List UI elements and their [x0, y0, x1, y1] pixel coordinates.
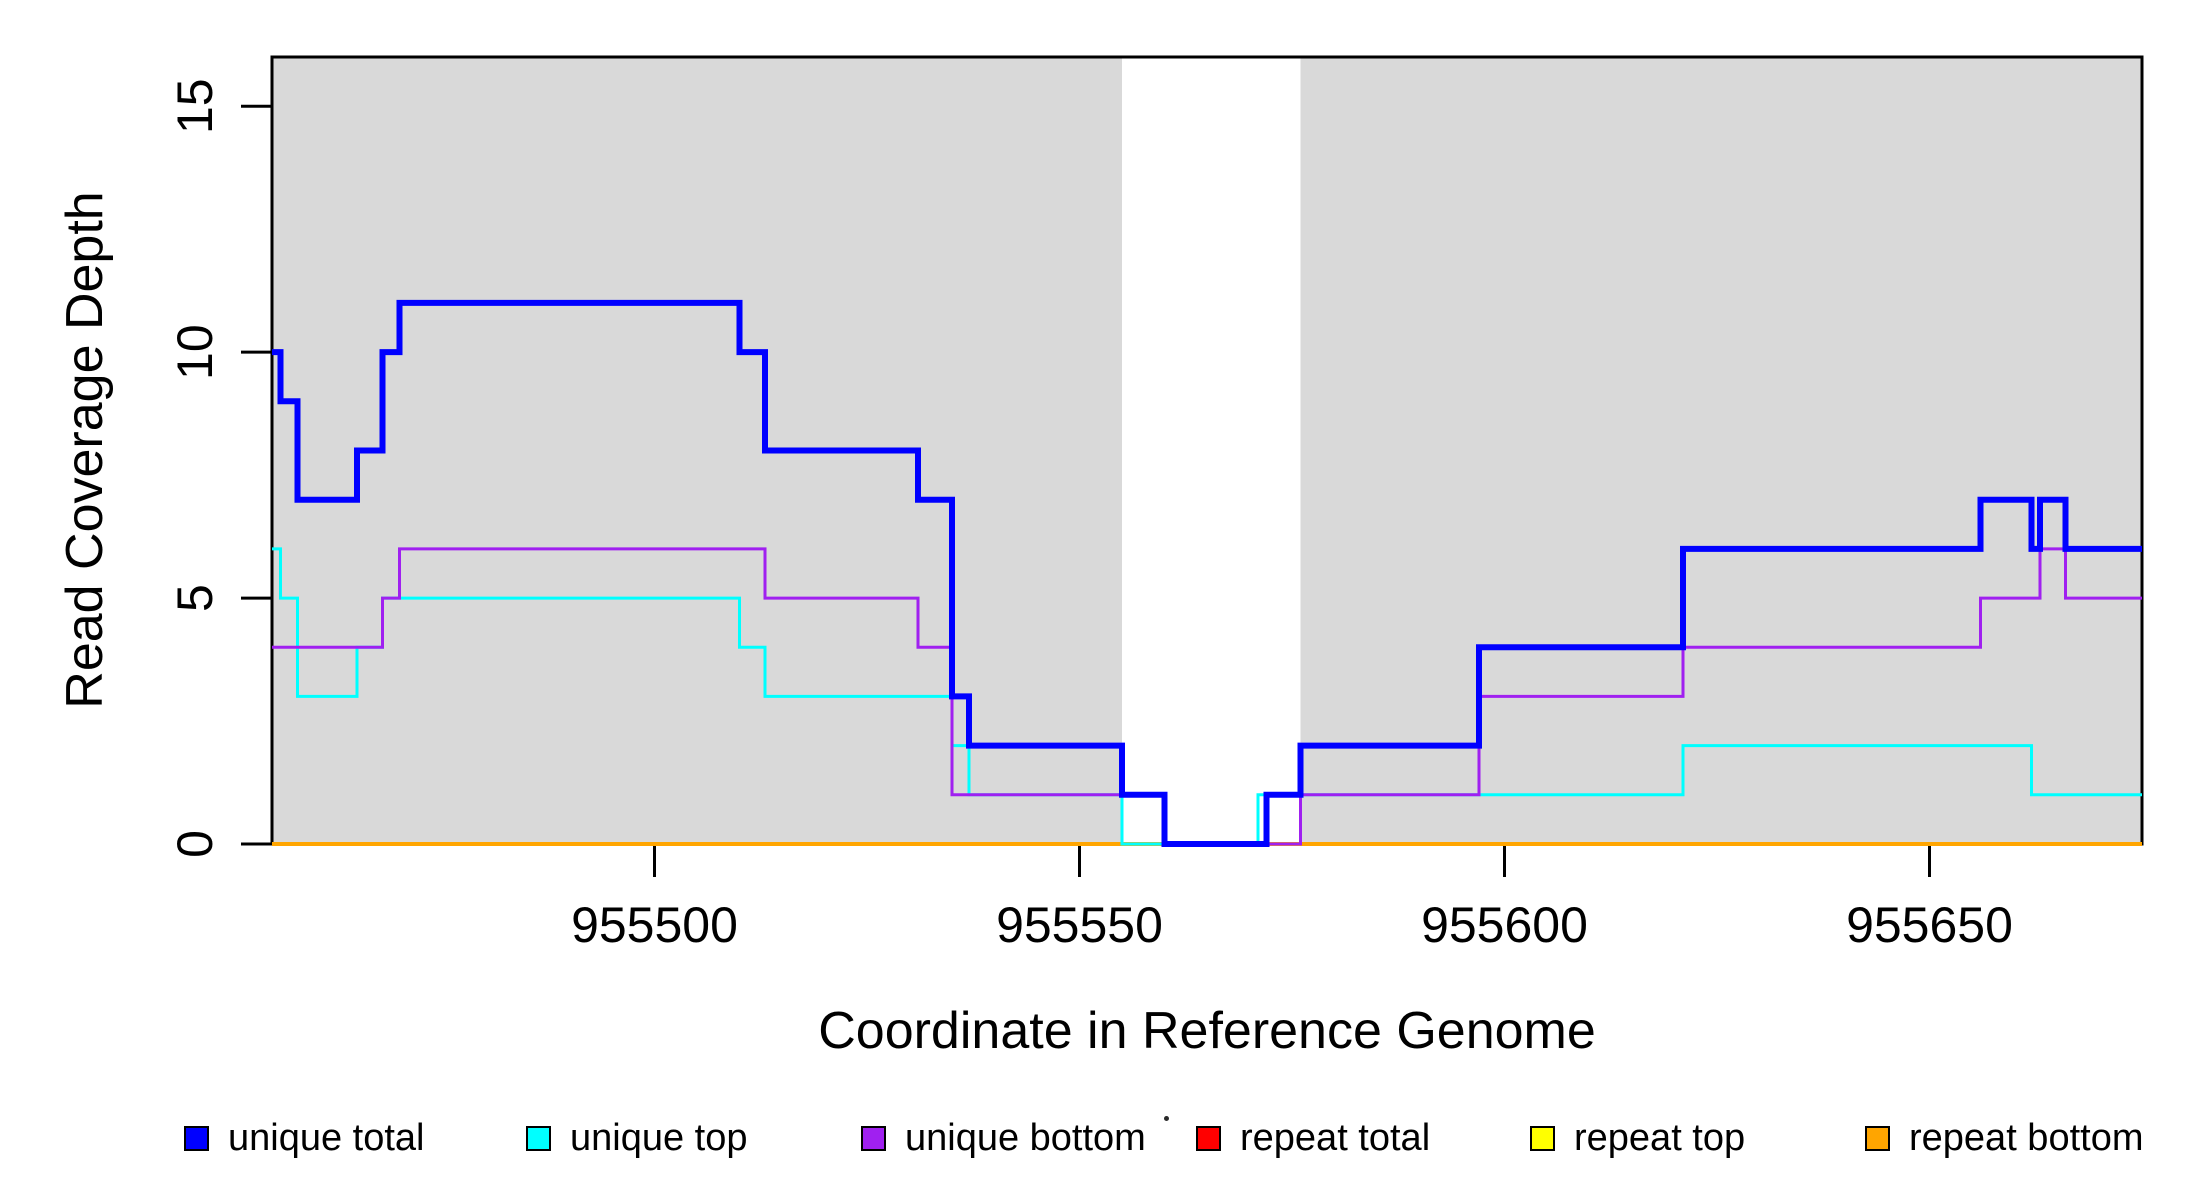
legend-label: repeat total — [1240, 1117, 1431, 1159]
x-tick-label: 955650 — [1846, 897, 2013, 953]
y-axis-title: Read Coverage Depth — [56, 191, 114, 708]
shaded-region — [272, 57, 1122, 844]
legend-label: repeat bottom — [1909, 1117, 2144, 1159]
legend-label: unique top — [570, 1117, 748, 1159]
legend-item-unique-bottom: unique bottom — [861, 1119, 1146, 1157]
y-axis-ticks: 0 5 10 15 — [167, 78, 271, 858]
x-axis-title: Coordinate in Reference Genome — [818, 1002, 1596, 1060]
x-axis-ticks: 955500 955550 955600 955650 — [571, 845, 2013, 953]
legend-swatch-unique-top — [526, 1125, 551, 1151]
legend-label: unique total — [228, 1117, 425, 1159]
y-tick-label: 5 — [167, 584, 223, 612]
legend-swatch-unique-total — [184, 1125, 209, 1151]
series-line-unique-total — [272, 299, 2142, 847]
legend-item-repeat-bottom: repeat bottom — [1865, 1119, 2143, 1157]
legend-item-unique-top: unique top — [526, 1119, 748, 1157]
legend-item-repeat-top: repeat top — [1530, 1119, 1745, 1157]
x-tick-label: 955500 — [571, 897, 738, 953]
legend-item-repeat-total: repeat total — [1196, 1119, 1430, 1157]
stray-dot-artifact — [1164, 1116, 1169, 1121]
shaded-region — [1300, 57, 2142, 844]
y-tick-label: 0 — [167, 830, 223, 858]
y-tick-label: 10 — [167, 324, 223, 380]
x-tick-label: 955550 — [996, 897, 1163, 953]
series-line-unique-top — [272, 547, 2142, 846]
legend-label: unique bottom — [905, 1117, 1146, 1159]
x-tick-label: 955600 — [1421, 897, 1588, 953]
legend-item-unique-total: unique total — [184, 1119, 425, 1157]
legend-swatch-unique-bottom — [861, 1125, 886, 1151]
legend-swatch-repeat-bottom — [1865, 1125, 1890, 1151]
legend-swatch-repeat-total — [1196, 1125, 1221, 1151]
legend-label: repeat top — [1574, 1117, 1746, 1159]
shaded-regions — [272, 57, 2142, 844]
legend-swatch-repeat-top — [1530, 1125, 1555, 1151]
y-tick-label: 15 — [167, 78, 223, 134]
series-lines — [272, 299, 2142, 847]
